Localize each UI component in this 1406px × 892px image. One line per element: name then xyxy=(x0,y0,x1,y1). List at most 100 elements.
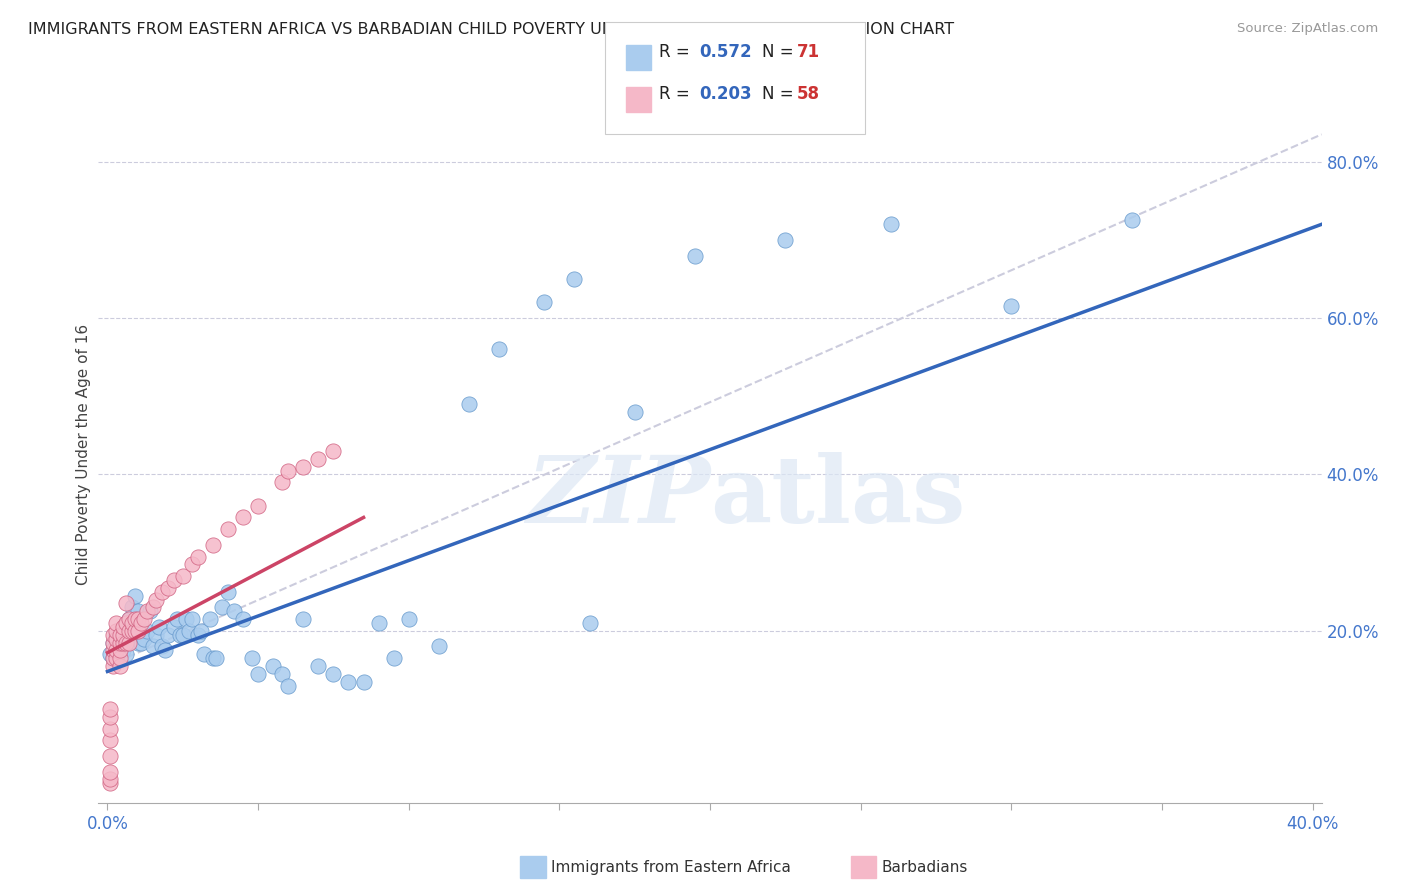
Point xyxy=(382,651,405,665)
Point xyxy=(124,628,146,642)
Point xyxy=(108,624,131,638)
Point xyxy=(105,651,128,665)
Point xyxy=(240,651,263,665)
Point xyxy=(247,666,270,681)
Point xyxy=(135,624,157,638)
Point xyxy=(211,600,233,615)
Text: 71: 71 xyxy=(797,43,820,61)
Point xyxy=(353,674,375,689)
Point xyxy=(271,475,294,490)
Point xyxy=(1000,299,1022,313)
Point xyxy=(124,612,146,626)
Point xyxy=(117,612,139,626)
Point xyxy=(100,733,122,747)
Point xyxy=(108,643,131,657)
Text: Source: ZipAtlas.com: Source: ZipAtlas.com xyxy=(1237,22,1378,36)
Point xyxy=(121,624,143,638)
Point xyxy=(217,584,239,599)
Point xyxy=(217,522,239,536)
Point xyxy=(103,628,125,642)
Point xyxy=(533,295,555,310)
Point xyxy=(114,647,136,661)
Point xyxy=(142,600,165,615)
Point xyxy=(127,612,149,626)
Point xyxy=(307,451,329,466)
Text: atlas: atlas xyxy=(710,451,966,541)
Point xyxy=(367,615,389,630)
Point xyxy=(198,612,221,626)
Point xyxy=(129,615,152,630)
Point xyxy=(578,615,600,630)
Point xyxy=(142,640,165,654)
Point xyxy=(117,635,139,649)
Text: IMMIGRANTS FROM EASTERN AFRICA VS BARBADIAN CHILD POVERTY UNDER THE AGE OF 16 CO: IMMIGRANTS FROM EASTERN AFRICA VS BARBAD… xyxy=(28,22,955,37)
Point xyxy=(148,620,170,634)
Point xyxy=(232,612,254,626)
Point xyxy=(111,628,134,642)
Point xyxy=(100,764,122,779)
Point xyxy=(114,615,136,630)
Point xyxy=(100,722,122,736)
Point xyxy=(117,624,139,638)
Point xyxy=(127,635,149,649)
Point xyxy=(111,624,134,638)
Point xyxy=(111,643,134,657)
Point xyxy=(775,233,797,247)
Point xyxy=(1121,213,1143,227)
Point xyxy=(108,635,131,649)
Point xyxy=(187,628,209,642)
Point xyxy=(427,640,450,654)
Point xyxy=(105,615,128,630)
Point xyxy=(103,643,125,657)
Point xyxy=(114,597,136,611)
Point xyxy=(124,589,146,603)
Point xyxy=(458,397,481,411)
Point xyxy=(103,635,125,649)
Point xyxy=(145,592,167,607)
Text: N =: N = xyxy=(762,85,799,103)
Text: N =: N = xyxy=(762,43,799,61)
Point xyxy=(127,624,149,638)
Text: 0.572: 0.572 xyxy=(699,43,751,61)
Point xyxy=(277,679,299,693)
Point xyxy=(174,612,197,626)
Point xyxy=(166,612,188,626)
Point xyxy=(111,635,134,649)
Point xyxy=(138,604,160,618)
Point xyxy=(100,748,122,763)
Point xyxy=(105,643,128,657)
Point xyxy=(105,632,128,646)
Point xyxy=(277,464,299,478)
Point xyxy=(180,558,202,572)
Point xyxy=(153,643,176,657)
Point xyxy=(880,217,903,231)
Point xyxy=(337,674,360,689)
Point xyxy=(187,549,209,564)
Text: 58: 58 xyxy=(797,85,820,103)
Text: Barbadians: Barbadians xyxy=(882,860,967,874)
Point xyxy=(105,628,128,642)
Point xyxy=(150,584,173,599)
Point xyxy=(322,444,344,458)
Y-axis label: Child Poverty Under the Age of 16: Child Poverty Under the Age of 16 xyxy=(76,325,91,585)
Point xyxy=(247,499,270,513)
Point xyxy=(169,628,191,642)
Point xyxy=(232,510,254,524)
Point xyxy=(201,651,224,665)
Point xyxy=(193,647,215,661)
Point xyxy=(683,249,706,263)
Point xyxy=(108,651,131,665)
Point xyxy=(156,581,179,595)
Point xyxy=(180,612,202,626)
Point xyxy=(117,612,139,626)
Point xyxy=(163,620,186,634)
Point xyxy=(121,615,143,630)
Text: Immigrants from Eastern Africa: Immigrants from Eastern Africa xyxy=(551,860,792,874)
Point xyxy=(108,635,131,649)
Point xyxy=(100,702,122,716)
Point xyxy=(132,632,155,646)
Point xyxy=(190,624,212,638)
Text: R =: R = xyxy=(659,85,696,103)
Point xyxy=(117,632,139,646)
Point xyxy=(201,538,224,552)
